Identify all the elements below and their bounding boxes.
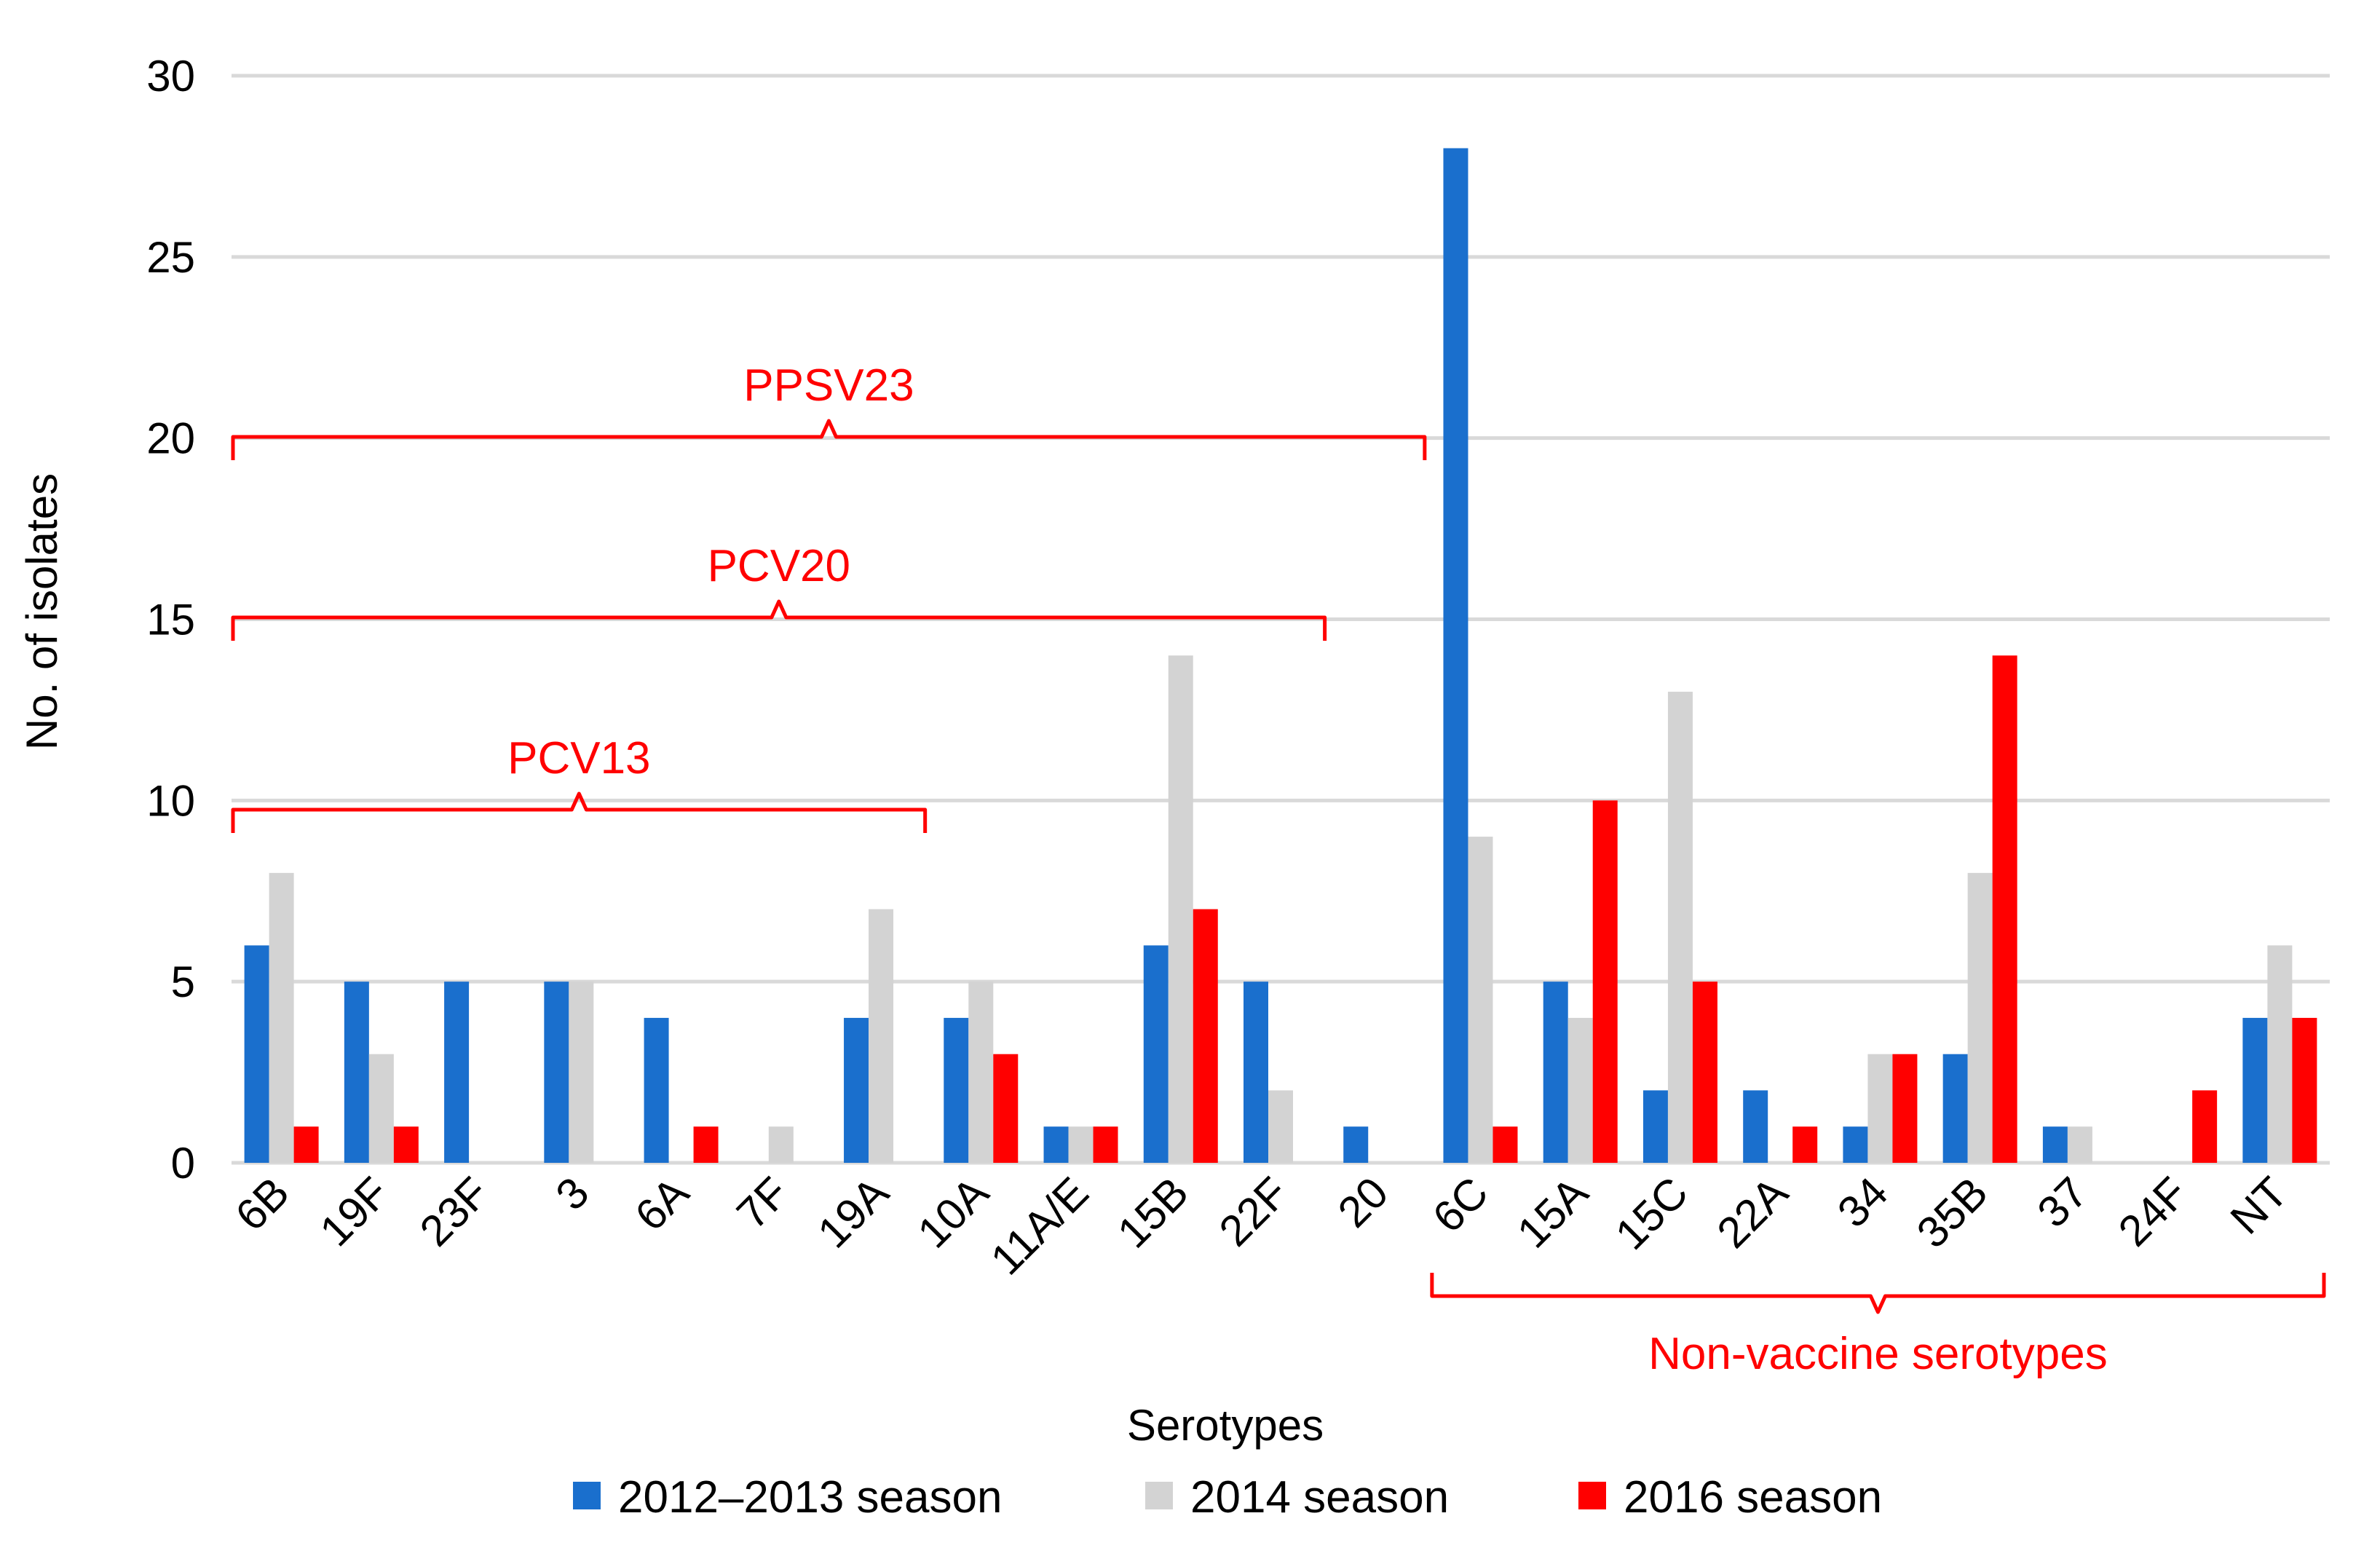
bar-24F-series-3 <box>2192 1090 2218 1163</box>
bar-NT-series-3 <box>2292 1017 2317 1163</box>
bar-11A/E-series-1 <box>1043 1126 1069 1163</box>
x-tick-19F: 19F <box>311 1168 398 1255</box>
x-tick-37: 37 <box>2028 1168 2098 1237</box>
bar-NT-series-1 <box>2242 1017 2268 1163</box>
y-axis-label: No. of isolates <box>17 473 66 750</box>
legend-label-2: 2014 season <box>1190 1472 1449 1523</box>
x-tick-19A: 19A <box>808 1168 898 1257</box>
bar-34-series-3 <box>1892 1054 1918 1163</box>
bar-15C-series-1 <box>1642 1090 1668 1163</box>
bracket-pcv13 <box>231 791 928 833</box>
legend-swatch-3 <box>1578 1482 1606 1509</box>
legend-swatch-1 <box>573 1482 601 1509</box>
bar-7F-series-2 <box>768 1126 794 1163</box>
x-tick-34: 34 <box>1828 1168 1897 1237</box>
x-tick-22F: 22F <box>1210 1168 1297 1255</box>
bar-6B-series-3 <box>293 1126 319 1163</box>
x-tick-6B: 6B <box>226 1168 299 1240</box>
y-tick-25: 25 <box>146 233 195 282</box>
bar-10A-series-2 <box>968 982 994 1163</box>
x-tick-10A: 10A <box>909 1168 998 1257</box>
x-tick-6A: 6A <box>625 1168 697 1240</box>
x-tick-6C: 6C <box>1423 1168 1498 1242</box>
bar-15A-series-2 <box>1567 1017 1593 1163</box>
legend-swatch-2 <box>1145 1482 1173 1509</box>
x-tick-15A: 15A <box>1508 1168 1597 1257</box>
bar-35B-series-1 <box>1942 1054 1968 1163</box>
bracket-label-non-vaccine-serotypes: Non-vaccine serotypes <box>1648 1329 2108 1379</box>
y-tick-30: 30 <box>146 52 195 100</box>
bars <box>244 148 2317 1164</box>
y-axis-ticks: 0 5 10 15 20 25 30 <box>146 52 195 1188</box>
bracket-label-pcv20: PCV20 <box>708 541 850 591</box>
bar-15B-series-2 <box>1168 655 1193 1163</box>
bar-6C-series-1 <box>1443 148 1468 1164</box>
y-tick-20: 20 <box>146 414 195 463</box>
bar-19F-series-2 <box>368 1054 394 1163</box>
bar-11A/E-series-2 <box>1068 1126 1094 1163</box>
x-tick-24F: 24F <box>2109 1168 2197 1255</box>
bar-15A-series-1 <box>1543 982 1568 1163</box>
bar-10A-series-3 <box>993 1054 1019 1163</box>
bracket-ppsv23 <box>231 419 1427 460</box>
bar-15B-series-3 <box>1193 909 1218 1163</box>
bar-19A-series-1 <box>844 1017 869 1163</box>
bracket-pcv20 <box>231 599 1327 641</box>
x-tick-3: 3 <box>547 1168 598 1220</box>
bar-11A/E-series-3 <box>1093 1126 1118 1163</box>
x-tick-15B: 15B <box>1108 1168 1198 1257</box>
bar-22A-series-3 <box>1792 1126 1818 1163</box>
bar-35B-series-2 <box>1967 872 1993 1163</box>
bar-34-series-1 <box>1843 1126 1868 1163</box>
bar-6C-series-2 <box>1468 837 1493 1163</box>
bracket-label-pcv13: PCV13 <box>507 733 650 783</box>
bar-15A-series-3 <box>1592 800 1618 1163</box>
bar-6A-series-1 <box>644 1017 669 1163</box>
bar-19F-series-1 <box>344 982 369 1163</box>
bar-37-series-1 <box>2042 1126 2068 1163</box>
bar-20-series-1 <box>1343 1126 1369 1163</box>
x-tick-7F: 7F <box>727 1168 798 1239</box>
bar-23F-series-1 <box>444 982 470 1163</box>
bar-NT-series-2 <box>2267 945 2293 1163</box>
bracket-non-vaccine-serotypes <box>1430 1273 2326 1314</box>
bar-35B-series-3 <box>1992 655 2017 1163</box>
x-axis-label: Serotypes <box>1127 1401 1324 1450</box>
legend-label-1: 2012–2013 season <box>618 1472 1002 1523</box>
bar-15C-series-2 <box>1667 692 1693 1163</box>
x-tick-20: 20 <box>1329 1168 1398 1237</box>
bar-3-series-1 <box>544 982 569 1163</box>
bar-22A-series-1 <box>1743 1090 1768 1163</box>
bar-10A-series-1 <box>944 1017 969 1163</box>
legend: 2012–2013 season 2014 season 2016 season <box>573 1472 1882 1523</box>
bar-15C-series-3 <box>1692 982 1717 1163</box>
bar-22F-series-2 <box>1268 1090 1293 1163</box>
bar-6A-series-3 <box>693 1126 719 1163</box>
bar-22F-series-1 <box>1244 982 1268 1163</box>
vaccine-brackets: PPSV23 PCV20 PCV13 Non-vaccine serotypes <box>231 360 2326 1379</box>
bar-6B-series-2 <box>269 872 294 1163</box>
y-tick-0: 0 <box>171 1139 195 1188</box>
bracket-label-ppsv23: PPSV23 <box>743 360 914 411</box>
y-tick-5: 5 <box>171 957 195 1006</box>
bar-6B-series-1 <box>244 945 269 1163</box>
bar-19A-series-2 <box>869 909 894 1163</box>
y-tick-10: 10 <box>146 776 195 825</box>
bar-37-series-2 <box>2067 1126 2092 1163</box>
x-tick-15C: 15C <box>1606 1168 1697 1259</box>
x-tick-NT: NT <box>2221 1168 2297 1244</box>
x-tick-23F: 23F <box>411 1168 498 1255</box>
y-tick-15: 15 <box>146 596 195 644</box>
bar-19F-series-3 <box>393 1126 419 1163</box>
bar-3-series-2 <box>569 982 594 1163</box>
bar-15B-series-1 <box>1143 945 1169 1163</box>
legend-label-3: 2016 season <box>1624 1472 1882 1523</box>
bar-34-series-2 <box>1867 1054 1893 1163</box>
x-tick-11A/E: 11A/E <box>981 1168 1098 1284</box>
x-tick-35B: 35B <box>1907 1168 1997 1257</box>
x-tick-22A: 22A <box>1708 1168 1798 1257</box>
bar-6C-series-3 <box>1493 1126 1518 1163</box>
